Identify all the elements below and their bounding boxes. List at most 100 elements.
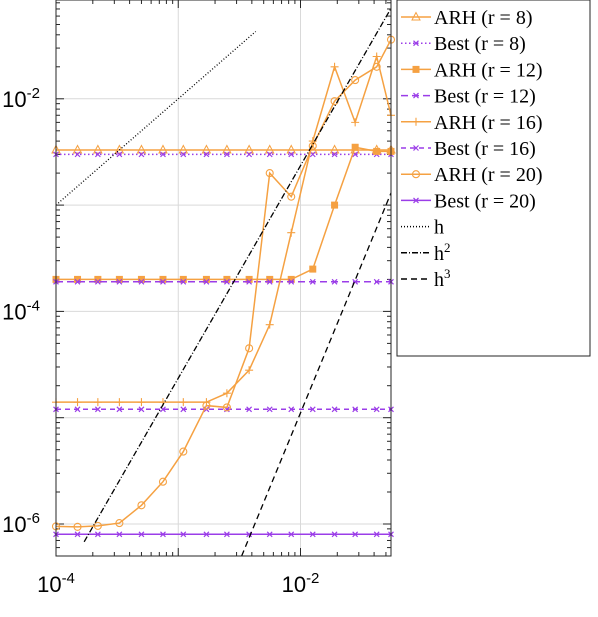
data-point (180, 278, 187, 285)
legend-label: ARH (r = 20) (434, 164, 543, 186)
series-best (53, 531, 394, 538)
legend-entry: Best (r = 12) (401, 86, 536, 108)
legend: ARH (r = 8) Best (r = 8) ARH (r = 12) Best … (396, 0, 591, 357)
data-point (178, 144, 189, 154)
data-point (266, 531, 273, 538)
data-point (309, 531, 316, 538)
data-point (308, 141, 317, 151)
data-point (116, 406, 123, 413)
legend-label: ARH (r = 16) (434, 112, 543, 134)
y-tick-label: 10-4 (2, 297, 40, 324)
data-point (246, 151, 253, 158)
data-point (137, 501, 146, 510)
data-point (352, 406, 359, 413)
data-point (287, 192, 296, 201)
data-point (372, 62, 381, 71)
data-point (352, 531, 359, 538)
data-point (413, 197, 419, 204)
data-point (351, 143, 359, 151)
data-point (222, 144, 232, 154)
y-tick-label: 10-6 (2, 510, 40, 537)
series-h (241, 192, 392, 557)
legend-entry: ARH (r = 16) (401, 112, 543, 134)
series-arh (52, 52, 395, 407)
data-point (74, 151, 81, 158)
data-point (246, 406, 253, 413)
data-point (287, 228, 296, 237)
data-point (265, 169, 274, 178)
series-best (53, 151, 394, 158)
data-point (203, 151, 210, 158)
data-point (245, 344, 254, 353)
series-line (55, 39, 392, 528)
data-point (74, 406, 81, 413)
data-point (266, 151, 273, 158)
legend-label: Best (r = 12) (434, 86, 536, 108)
data-point (94, 151, 101, 158)
data-point (245, 366, 254, 375)
legend-label: h2 (434, 240, 451, 265)
y-tick-label: 10-2 (2, 85, 40, 112)
data-point (179, 447, 188, 456)
data-point (288, 151, 295, 158)
data-point (201, 144, 212, 154)
data-point (412, 117, 420, 126)
y-tick-labels: 10-6 10-4 10-2 (2, 85, 40, 537)
data-point (138, 151, 145, 158)
data-point (116, 278, 123, 285)
data-point (203, 531, 210, 538)
data-point (373, 406, 380, 413)
legend-box (396, 0, 591, 357)
legend-entry: ARH (r = 12) (401, 59, 543, 81)
x-tick-labels: 10-4 10-2 (37, 570, 319, 597)
data-point (331, 531, 338, 538)
data-point (373, 278, 380, 285)
series-layer (51, 7, 396, 557)
series-line (241, 192, 392, 557)
legend-entry: ARH (r = 8) (401, 7, 533, 29)
data-point (266, 278, 273, 285)
data-point (179, 398, 188, 407)
data-point (94, 531, 101, 538)
legend-label: h3 (434, 266, 451, 291)
data-point (331, 278, 338, 285)
data-point (413, 92, 419, 99)
series-h (83, 7, 392, 543)
data-point (94, 406, 101, 413)
series-line (83, 7, 392, 543)
data-point (372, 52, 381, 61)
data-point (94, 278, 101, 285)
data-point (412, 65, 420, 73)
data-point (115, 519, 124, 528)
data-point (116, 151, 123, 158)
data-point (264, 144, 275, 154)
data-point (93, 144, 103, 154)
data-point (160, 278, 166, 285)
data-point (411, 170, 421, 179)
series-line (55, 30, 257, 206)
data-point (288, 278, 295, 285)
legend-label: ARH (r = 8) (434, 7, 533, 29)
data-point (309, 278, 316, 285)
data-point (331, 151, 338, 158)
data-point (158, 477, 168, 486)
legend-entry: Best (r = 16) (401, 138, 536, 160)
data-point (413, 40, 419, 47)
legend-entry: Best (r = 8) (401, 33, 526, 55)
data-point (222, 403, 231, 412)
data-point (413, 145, 419, 151)
series-best (53, 406, 394, 413)
data-point (373, 531, 380, 538)
legend-entry: Best (r = 20) (401, 190, 536, 212)
data-point (309, 151, 316, 158)
data-point (73, 398, 82, 407)
data-point (223, 151, 230, 158)
data-point (74, 278, 81, 285)
data-point (373, 147, 381, 155)
data-point (136, 144, 147, 154)
data-point (309, 406, 316, 413)
legend-label: Best (r = 8) (434, 33, 526, 55)
data-point (288, 406, 295, 413)
legend-entry: h (401, 217, 444, 239)
